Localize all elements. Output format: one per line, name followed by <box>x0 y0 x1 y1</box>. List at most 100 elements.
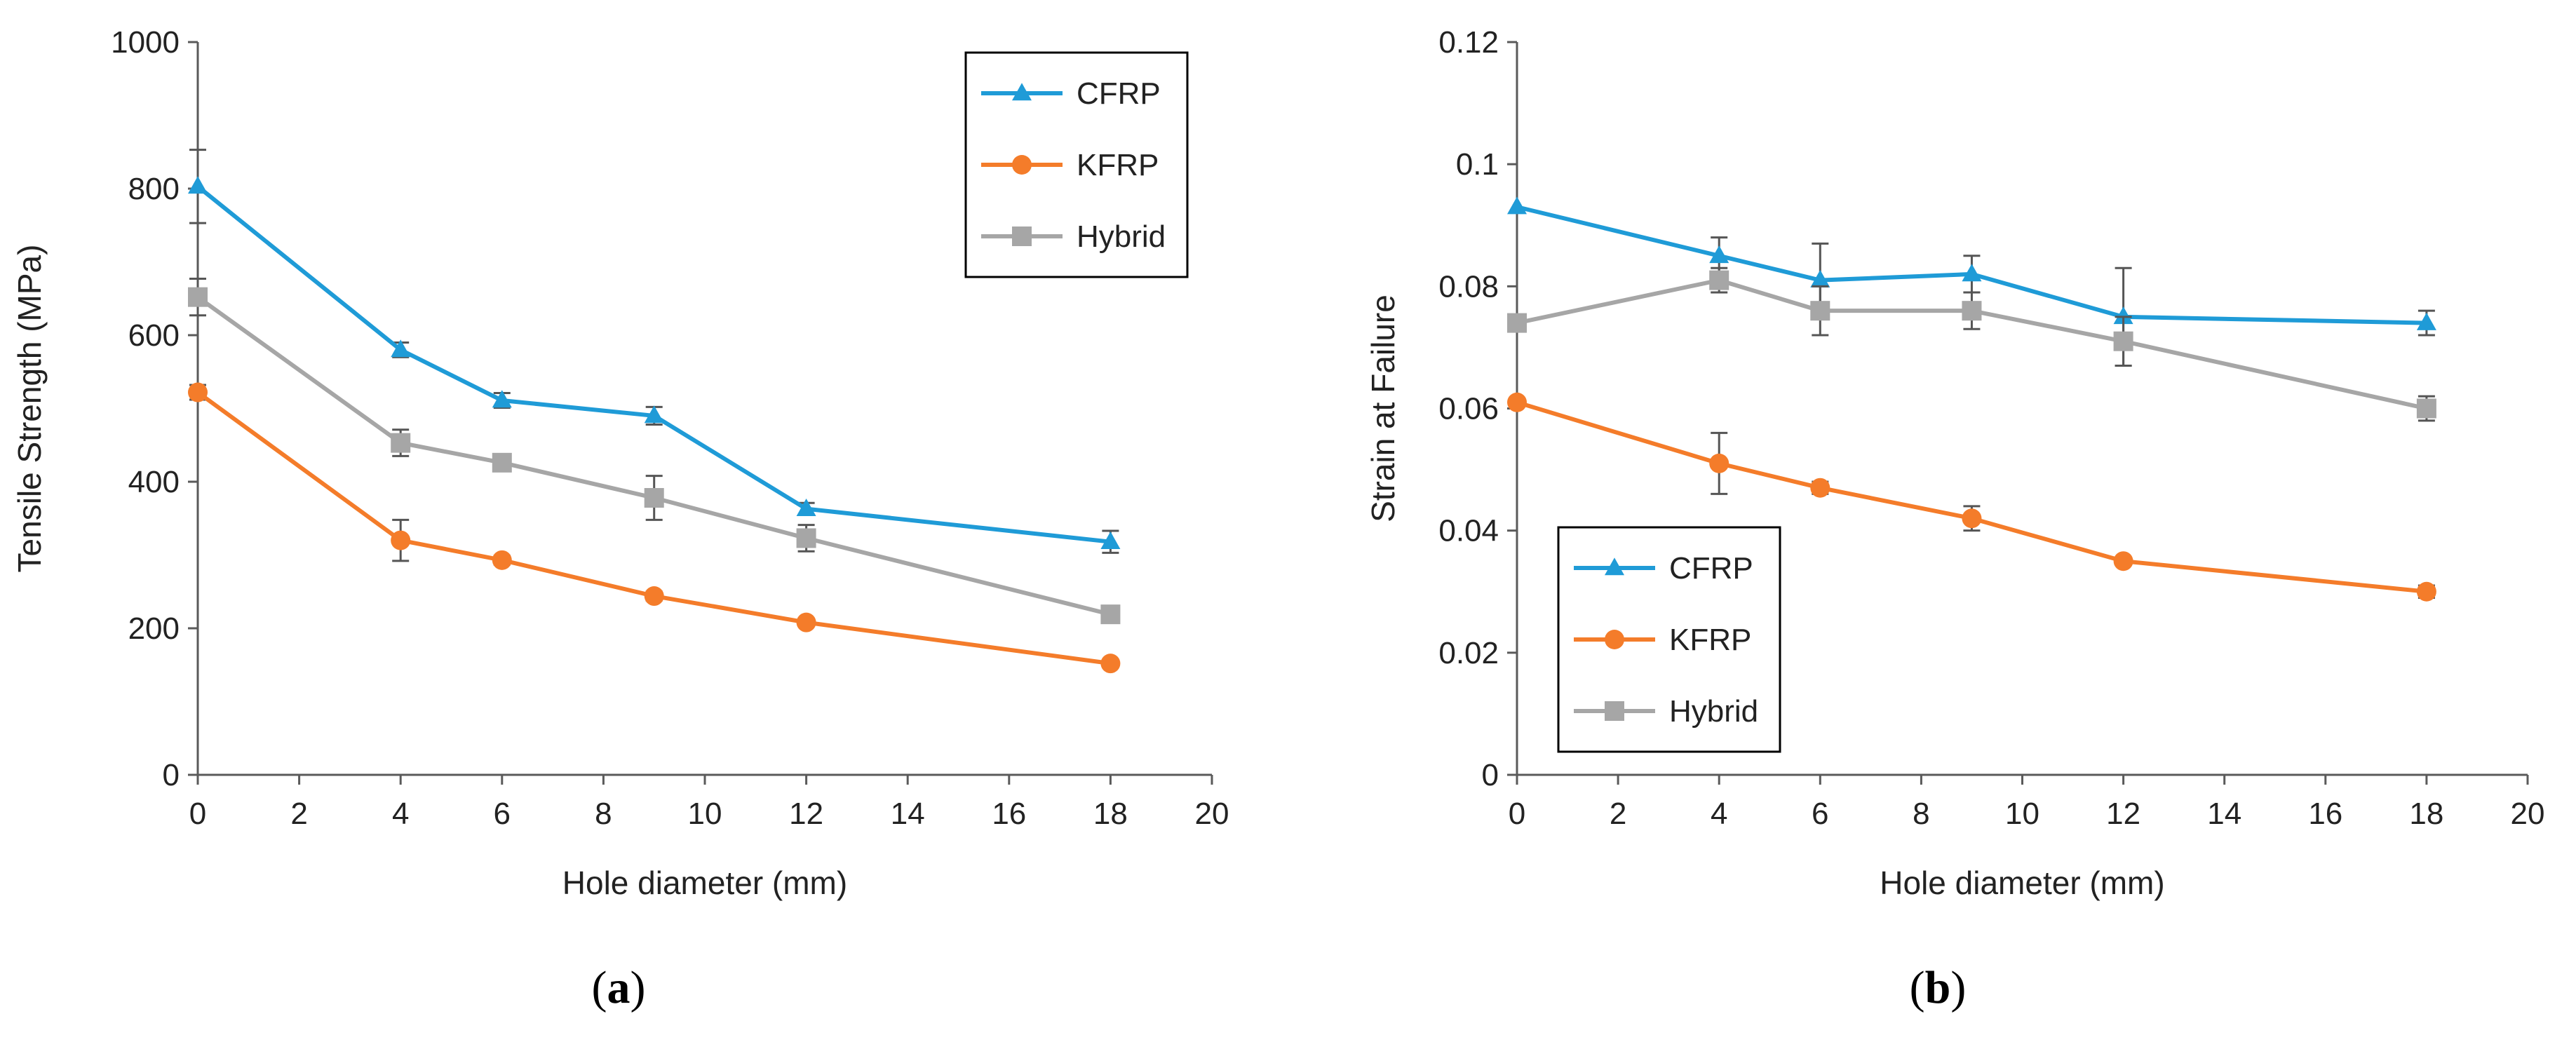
data-point-hybrid <box>1507 313 1527 333</box>
x-tick-label: 6 <box>1812 797 1828 831</box>
x-tick-label: 2 <box>290 797 307 831</box>
data-point-hybrid <box>1810 301 1830 321</box>
data-point-kfrp <box>2113 551 2133 571</box>
data-point-cfrp <box>1709 245 1729 264</box>
legend-marker-kfrp <box>1605 630 1624 649</box>
y-tick-label: 0.12 <box>1438 25 1499 60</box>
y-tick-label: 0.08 <box>1438 269 1499 304</box>
x-tick-label: 20 <box>1195 797 1229 831</box>
legend-label-hybrid: Hybrid <box>1669 694 1758 729</box>
y-tick-label: 0 <box>163 758 180 792</box>
caption-close: ) <box>1950 962 1966 1013</box>
chart-panel-a: 0 200 400 600 800 1000 0 2 4 6 8 10 12 14 16 18 20 Hole d… <box>11 25 1229 1013</box>
data-point-hybrid <box>2113 331 2133 351</box>
data-point-cfrp <box>1507 196 1527 215</box>
y-tick-label: 800 <box>128 172 180 206</box>
legend-label-kfrp: KFRP <box>1077 148 1159 182</box>
y-tick-label: 0 <box>1482 758 1499 792</box>
data-point-cfrp <box>796 498 816 516</box>
x-tick-label: 2 <box>1610 797 1626 831</box>
data-point-kfrp <box>796 612 816 632</box>
legend-label-hybrid: Hybrid <box>1077 219 1166 254</box>
x-tick-label: 10 <box>688 797 722 831</box>
legend: CFRP KFRP Hybrid <box>1557 526 1781 753</box>
data-point-kfrp <box>1810 478 1830 498</box>
x-tick-label: 4 <box>392 797 409 831</box>
data-point-kfrp <box>391 530 411 550</box>
x-tick-label: 14 <box>2207 797 2241 831</box>
data-point-kfrp <box>1100 654 1121 674</box>
y-tick-label: 0.04 <box>1438 514 1499 548</box>
data-point-hybrid <box>796 528 816 548</box>
x-axis-title: Hole diameter (mm) <box>1880 865 2164 901</box>
series-hybrid <box>1507 266 2436 422</box>
x-tick-label: 16 <box>992 797 1026 831</box>
data-point-cfrp <box>2416 312 2436 330</box>
x-tick-label: 12 <box>789 797 823 831</box>
x-tick-label: 0 <box>1509 797 1525 831</box>
x-tick-label: 6 <box>494 797 511 831</box>
y-tick-label: 1000 <box>111 25 180 60</box>
data-point-kfrp <box>188 382 208 402</box>
y-axis-title: Tensile Strength (MPa) <box>11 245 48 573</box>
series-line-kfrp <box>196 391 1111 666</box>
x-tick-label: 10 <box>2005 797 2039 831</box>
data-point-hybrid <box>644 487 664 508</box>
data-point-cfrp <box>2113 306 2133 325</box>
legend: CFRP KFRP Hybrid <box>964 51 1189 278</box>
legend-marker-hybrid <box>1012 226 1032 246</box>
x-tick-label: 4 <box>1711 797 1727 831</box>
series-line-kfrp <box>1516 400 2427 594</box>
y-tick-label: 0.02 <box>1438 636 1499 670</box>
legend-marker-hybrid <box>1605 701 1624 721</box>
data-point-hybrid <box>1709 270 1729 290</box>
series-line-hybrid <box>196 295 1112 617</box>
chart-panel-b: 0 0.02 0.04 0.06 0.08 0.1 0.12 0 2 4 6 8 10 12 14 16 18 2… <box>1365 25 2544 1013</box>
data-point-kfrp <box>644 586 664 607</box>
data-point-kfrp <box>1962 508 1982 529</box>
y-tick-label: 0.06 <box>1438 392 1499 426</box>
data-point-cfrp <box>1810 269 1830 287</box>
legend-marker-cfrp <box>1605 557 1624 576</box>
series-line-cfrp <box>1516 205 2427 325</box>
x-tick-label: 8 <box>1913 797 1929 831</box>
legend-label-cfrp: CFRP <box>1669 551 1753 586</box>
panel-caption: (b) <box>1910 962 1967 1013</box>
data-point-hybrid <box>2416 398 2436 419</box>
y-tick-label: 200 <box>128 611 180 646</box>
series-kfrp <box>188 382 1121 674</box>
series-hybrid <box>188 278 1121 625</box>
x-axis-title: Hole diameter (mm) <box>562 865 847 901</box>
caption-letter: a <box>607 962 630 1013</box>
data-point-cfrp <box>644 405 664 424</box>
data-point-hybrid <box>188 287 208 307</box>
y-tick-label: 0.1 <box>1456 147 1499 182</box>
data-point-cfrp <box>1100 531 1121 549</box>
data-point-kfrp <box>1709 453 1729 473</box>
series-kfrp <box>1507 392 2436 602</box>
legend-label-kfrp: KFRP <box>1669 623 1751 657</box>
data-point-cfrp <box>492 390 512 408</box>
data-point-hybrid <box>492 452 512 473</box>
series-cfrp <box>1507 196 2436 367</box>
data-point-cfrp <box>188 176 208 194</box>
x-tick-label: 18 <box>2409 797 2443 831</box>
data-point-kfrp <box>1507 392 1527 412</box>
x-tick-label: 0 <box>189 797 206 831</box>
caption-letter: b <box>1925 962 1951 1013</box>
x-tick-label: 12 <box>2106 797 2140 831</box>
x-tick-label: 16 <box>2308 797 2342 831</box>
data-point-hybrid <box>1100 604 1121 625</box>
legend-label-cfrp: CFRP <box>1077 76 1161 111</box>
x-tick-label: 14 <box>891 797 925 831</box>
data-point-cfrp <box>391 339 411 358</box>
series-cfrp <box>188 149 1121 554</box>
caption-open: ( <box>1910 962 1925 1013</box>
series-line-hybrid <box>1516 278 2427 411</box>
x-tick-label: 20 <box>2511 797 2545 831</box>
caption-open: ( <box>592 962 607 1013</box>
x-tick-label: 8 <box>595 797 612 831</box>
y-tick-label: 600 <box>128 318 180 353</box>
data-point-hybrid <box>1962 301 1982 321</box>
